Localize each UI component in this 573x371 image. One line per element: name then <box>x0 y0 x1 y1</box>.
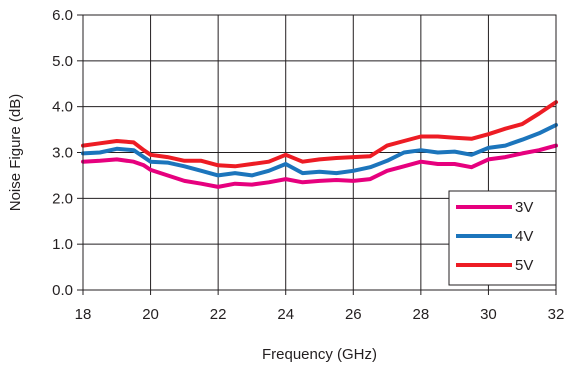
x-axis-label: Frequency (GHz) <box>262 346 377 363</box>
x-tick-labels: 18 20 22 24 26 28 30 32 <box>75 306 565 323</box>
x-tick-label: 28 <box>413 306 430 323</box>
series-line-4v <box>81 123 558 178</box>
x-tick-label: 30 <box>480 306 497 323</box>
y-tick-label: 4.0 <box>52 99 73 116</box>
y-tick-label: 2.0 <box>52 190 73 207</box>
legend: 3V 4V 5V <box>448 190 557 286</box>
legend-label-4v: 4V <box>515 228 533 245</box>
y-axis-label: Noise Figure (dB) <box>7 94 24 212</box>
x-tick-label: 22 <box>210 306 227 323</box>
x-tick-label: 24 <box>277 306 294 323</box>
y-tick-label: 3.0 <box>52 145 73 162</box>
x-tick-label: 32 <box>548 306 565 323</box>
y-tick-labels: 0.0 1.0 2.0 3.0 4.0 5.0 6.0 <box>52 7 73 299</box>
y-tick-label: 5.0 <box>52 53 73 70</box>
x-tick-label: 26 <box>345 306 362 323</box>
y-tick-label: 6.0 <box>52 7 73 24</box>
legend-label-3v: 3V <box>515 199 533 216</box>
plot-frame <box>82 14 557 291</box>
series-line-3v <box>81 143 558 189</box>
y-tick-label: 1.0 <box>52 236 73 253</box>
series-lines <box>81 100 558 189</box>
x-tick-label: 20 <box>142 306 159 323</box>
y-tick-label: 0.0 <box>52 282 73 299</box>
x-tick-label: 18 <box>75 306 92 323</box>
series-line-5v <box>81 100 558 169</box>
legend-label-5v: 5V <box>515 257 533 274</box>
